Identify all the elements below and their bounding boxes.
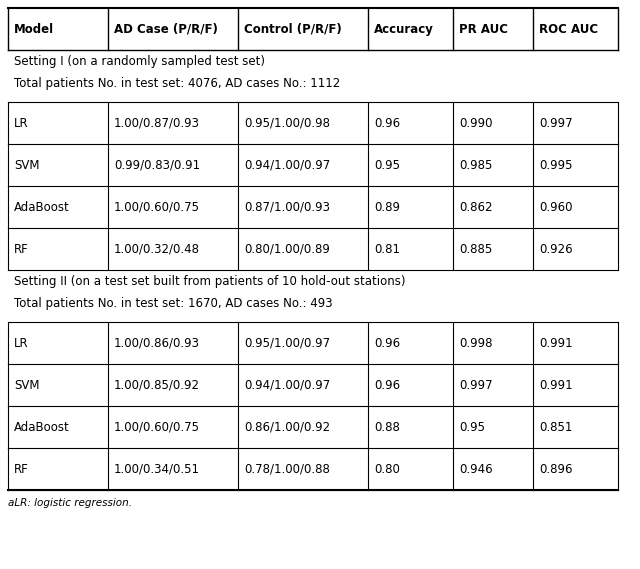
Text: AdaBoost: AdaBoost xyxy=(14,420,70,434)
Text: 0.96: 0.96 xyxy=(374,336,400,349)
Text: 0.94/1.00/0.97: 0.94/1.00/0.97 xyxy=(244,159,330,171)
Text: 1.00/0.60/0.75: 1.00/0.60/0.75 xyxy=(114,420,200,434)
Text: 0.991: 0.991 xyxy=(539,378,573,391)
Text: 0.991: 0.991 xyxy=(539,336,573,349)
Text: 0.87/1.00/0.93: 0.87/1.00/0.93 xyxy=(244,200,330,213)
Text: 0.96: 0.96 xyxy=(374,117,400,130)
Text: aLR: logistic regression.: aLR: logistic regression. xyxy=(8,498,132,508)
Text: 0.946: 0.946 xyxy=(459,463,493,476)
Text: 0.94/1.00/0.97: 0.94/1.00/0.97 xyxy=(244,378,330,391)
Text: 0.995: 0.995 xyxy=(539,159,573,171)
Text: 1.00/0.34/0.51: 1.00/0.34/0.51 xyxy=(114,463,200,476)
Text: 0.851: 0.851 xyxy=(539,420,572,434)
Text: 0.960: 0.960 xyxy=(539,200,573,213)
Text: AD Case (P/R/F): AD Case (P/R/F) xyxy=(114,23,218,35)
Text: 0.80: 0.80 xyxy=(374,463,400,476)
Text: 0.86/1.00/0.92: 0.86/1.00/0.92 xyxy=(244,420,330,434)
Text: LR: LR xyxy=(14,117,29,130)
Text: RF: RF xyxy=(14,463,29,476)
Text: 0.997: 0.997 xyxy=(459,378,493,391)
Text: 0.96: 0.96 xyxy=(374,378,400,391)
Text: AdaBoost: AdaBoost xyxy=(14,200,70,213)
Text: Total patients No. in test set: 1670, AD cases No.: 493: Total patients No. in test set: 1670, AD… xyxy=(14,296,333,310)
Text: 0.985: 0.985 xyxy=(459,159,492,171)
Text: SVM: SVM xyxy=(14,378,40,391)
Text: 1.00/0.86/0.93: 1.00/0.86/0.93 xyxy=(114,336,200,349)
Text: 1.00/0.60/0.75: 1.00/0.60/0.75 xyxy=(114,200,200,213)
Text: Control (P/R/F): Control (P/R/F) xyxy=(244,23,342,35)
Text: Setting II (on a test set built from patients of 10 hold-out stations): Setting II (on a test set built from pat… xyxy=(14,274,406,287)
Text: Total patients No. in test set: 4076, AD cases No.: 1112: Total patients No. in test set: 4076, AD… xyxy=(14,76,340,89)
Text: 1.00/0.87/0.93: 1.00/0.87/0.93 xyxy=(114,117,200,130)
Text: 0.998: 0.998 xyxy=(459,336,493,349)
Text: 0.78/1.00/0.88: 0.78/1.00/0.88 xyxy=(244,463,330,476)
Text: 1.00/0.32/0.48: 1.00/0.32/0.48 xyxy=(114,242,200,255)
Text: PR AUC: PR AUC xyxy=(459,23,508,35)
Text: 0.862: 0.862 xyxy=(459,200,493,213)
Text: LR: LR xyxy=(14,336,29,349)
Text: 0.95/1.00/0.98: 0.95/1.00/0.98 xyxy=(244,117,330,130)
Text: 0.997: 0.997 xyxy=(539,117,573,130)
Text: 0.896: 0.896 xyxy=(539,463,573,476)
Text: 0.95: 0.95 xyxy=(374,159,400,171)
Text: ROC AUC: ROC AUC xyxy=(539,23,598,35)
Text: 0.95: 0.95 xyxy=(459,420,485,434)
Text: 0.89: 0.89 xyxy=(374,200,400,213)
Text: 0.81: 0.81 xyxy=(374,242,400,255)
Text: 0.95/1.00/0.97: 0.95/1.00/0.97 xyxy=(244,336,330,349)
Text: 0.990: 0.990 xyxy=(459,117,493,130)
Text: 0.80/1.00/0.89: 0.80/1.00/0.89 xyxy=(244,242,330,255)
Text: RF: RF xyxy=(14,242,29,255)
Text: 0.99/0.83/0.91: 0.99/0.83/0.91 xyxy=(114,159,200,171)
Text: Model: Model xyxy=(14,23,54,35)
Text: Setting I (on a randomly sampled test set): Setting I (on a randomly sampled test se… xyxy=(14,55,265,68)
Text: 1.00/0.85/0.92: 1.00/0.85/0.92 xyxy=(114,378,200,391)
Text: 0.926: 0.926 xyxy=(539,242,573,255)
Text: Accuracy: Accuracy xyxy=(374,23,434,35)
Text: SVM: SVM xyxy=(14,159,40,171)
Text: 0.88: 0.88 xyxy=(374,420,400,434)
Text: 0.885: 0.885 xyxy=(459,242,492,255)
